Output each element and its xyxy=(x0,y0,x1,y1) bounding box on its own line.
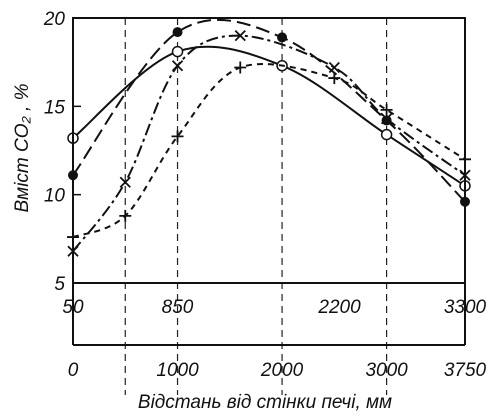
series-line-3 xyxy=(72,34,466,252)
data-point xyxy=(277,32,288,43)
series-line-2 xyxy=(72,45,466,187)
plot-frame xyxy=(72,17,466,284)
frame-layer xyxy=(72,17,466,346)
data-point xyxy=(171,45,184,58)
y-axis-title: Вміст CO₂ , % xyxy=(12,83,33,212)
bottom-scale-tick-label: 3000 xyxy=(365,360,408,381)
top-scale-tick-label: 3300 xyxy=(444,297,487,318)
y-tick-label: 5 xyxy=(54,274,65,295)
y-tick-label: 20 xyxy=(43,9,66,30)
data-point xyxy=(328,61,340,74)
data-point xyxy=(380,103,393,116)
series-line-1 xyxy=(72,18,466,203)
top-scale-tick-label: 850 xyxy=(162,297,194,318)
bottom-scale-tick-label: 3750 xyxy=(444,360,487,381)
bottom-scale-tick-label: 0 xyxy=(68,360,79,381)
data-point xyxy=(171,130,184,143)
y-tick-label: 10 xyxy=(44,186,66,207)
data-point xyxy=(119,176,131,188)
data-point xyxy=(172,27,183,38)
data-point xyxy=(234,30,246,42)
x-axis-title: Відстань від стінки печі, мм xyxy=(138,392,392,413)
data-point xyxy=(328,72,341,85)
top-scale-tick-label: 2200 xyxy=(317,297,361,318)
series-line-4 xyxy=(72,63,466,239)
data-point xyxy=(119,209,132,222)
data-point xyxy=(380,128,393,141)
data-point xyxy=(171,60,184,72)
series-layer xyxy=(67,18,471,257)
data-point xyxy=(380,113,393,125)
bottom-scale-tick-label: 1000 xyxy=(156,360,199,381)
grid-layer xyxy=(124,18,388,395)
top-scale-tick-label: 50 xyxy=(62,297,84,318)
bottom-scale-tick-label: 2000 xyxy=(260,360,304,381)
label-layer: Вміст CO₂ , % Відстань від стінки печі, … xyxy=(12,9,487,413)
data-point xyxy=(234,61,247,74)
y-tick-label: 15 xyxy=(44,97,66,118)
data-point xyxy=(381,115,392,126)
